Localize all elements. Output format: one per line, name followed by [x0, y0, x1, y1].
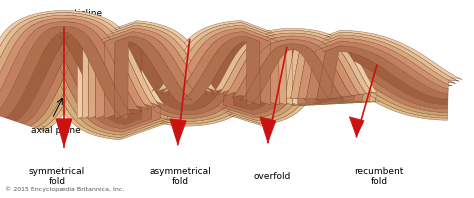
Polygon shape: [260, 117, 276, 143]
Text: syncline: syncline: [126, 37, 163, 46]
Polygon shape: [0, 22, 448, 119]
Polygon shape: [170, 119, 186, 145]
Polygon shape: [23, 39, 448, 132]
Text: © 2015 Encyclopædia Britannica, Inc.: © 2015 Encyclopædia Britannica, Inc.: [5, 187, 124, 192]
Polygon shape: [5, 32, 448, 124]
Polygon shape: [27, 42, 447, 140]
Polygon shape: [0, 26, 448, 119]
Text: overfold: overfold: [254, 172, 291, 181]
Polygon shape: [15, 36, 448, 129]
Polygon shape: [0, 15, 455, 119]
Text: recumbent
fold: recumbent fold: [355, 167, 404, 186]
Polygon shape: [31, 42, 447, 138]
Polygon shape: [30, 41, 447, 135]
Text: axial plane: axial plane: [31, 126, 81, 135]
Text: anticline: anticline: [64, 9, 103, 18]
Text: asymmetrical
fold: asymmetrical fold: [149, 167, 211, 186]
Text: axis: axis: [26, 19, 44, 28]
Text: symmetrical
fold: symmetrical fold: [29, 167, 85, 186]
Polygon shape: [0, 10, 462, 119]
Polygon shape: [349, 117, 364, 137]
Polygon shape: [0, 13, 459, 119]
Polygon shape: [0, 18, 452, 119]
Polygon shape: [56, 119, 72, 147]
